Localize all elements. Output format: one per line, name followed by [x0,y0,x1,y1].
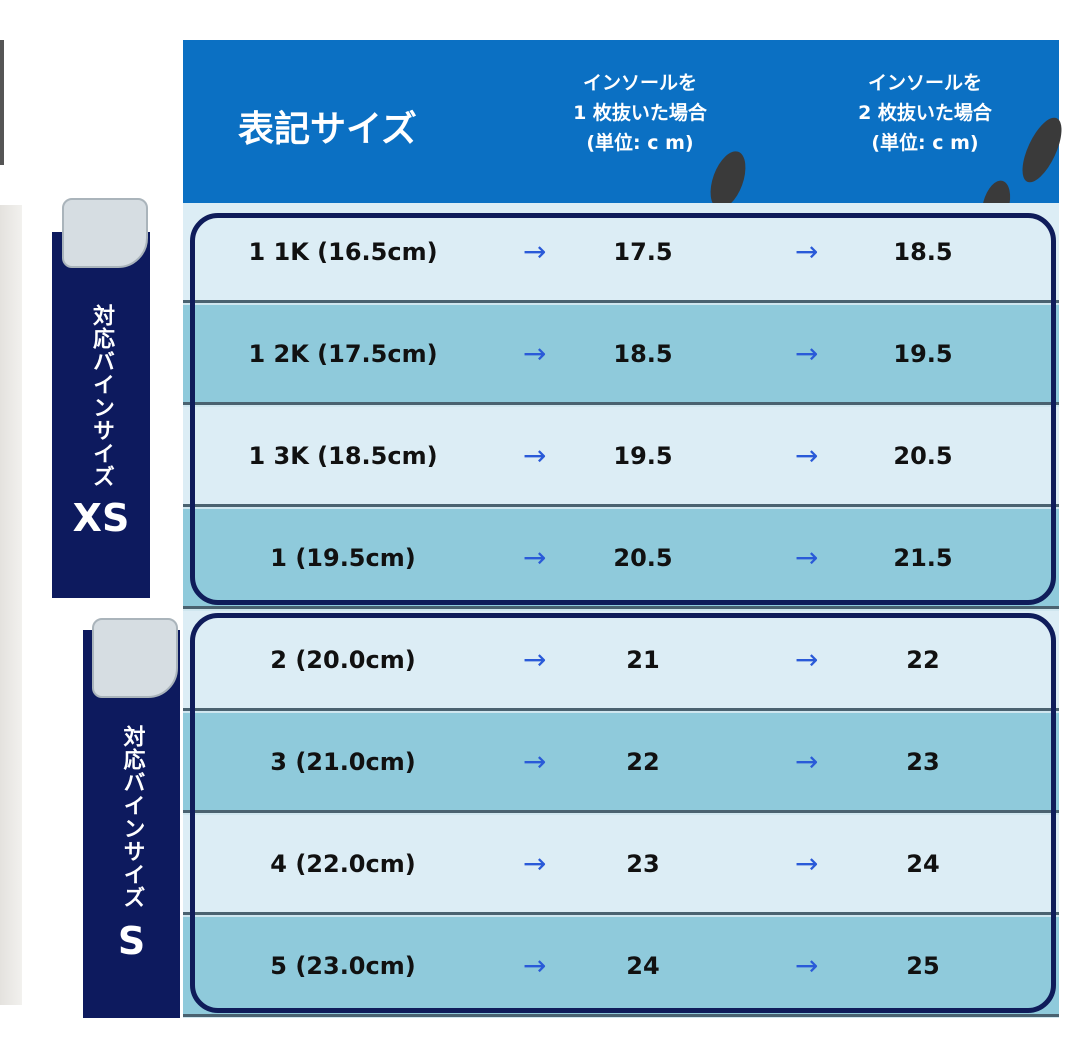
header-line: インソールを [582,72,697,94]
table-row: 2 (20.0cm) → 21 → 22 [183,611,1059,711]
header-line: (単位: c m) [586,132,694,154]
size-two-insoles-removed: 21.5 [893,543,953,572]
header-title: 表記サイズ [238,109,417,150]
size-one-insole-removed: 21 [626,645,660,674]
table-row: 1 3K (18.5cm) → 19.5 → 20.5 [183,407,1059,507]
group-size: S [117,919,146,963]
arrow-icon: → [523,337,547,370]
size-one-insole-removed: 17.5 [613,237,673,266]
table-row: 1 1K (16.5cm) → 17.5 → 18.5 [183,203,1059,303]
group-label: 対応バインサイズ [89,304,114,488]
labeled-size: 3 (21.0cm) [270,747,416,776]
size-one-insole-removed: 22 [626,747,660,776]
size-one-insole-removed: 20.5 [613,543,673,572]
binding-icon [92,618,178,698]
size-one-insole-removed: 23 [626,849,660,878]
binding-icon [62,198,148,268]
table-row: 1 (19.5cm) → 20.5 → 21.5 [183,509,1059,609]
header-col-1: インソールを 1 枚抜いた場合 (単位: c m) [520,68,760,158]
size-two-insoles-removed: 22 [906,645,940,674]
arrow-icon: → [523,235,547,268]
arrow-icon: → [523,541,547,574]
labeled-size: 1 3K (18.5cm) [248,441,438,470]
table-row: 5 (23.0cm) → 24 → 25 [183,917,1059,1017]
group-label: 対応バインサイズ [119,725,145,909]
header-line: (単位: c m) [871,132,979,154]
arrow-icon: → [795,235,819,268]
header-line: 2 枚抜いた場合 [858,102,992,124]
xs-group-outline [190,213,1056,605]
labeled-size: 2 (20.0cm) [270,645,416,674]
arrow-icon: → [523,745,547,778]
arrow-icon: → [523,949,547,982]
xs-size-label: 対応バインサイズ XS [52,232,150,598]
size-one-insole-removed: 19.5 [613,441,673,470]
table-header: 表記サイズ インソールを 1 枚抜いた場合 (単位: c m) インソールを 2… [183,40,1070,233]
arrow-icon: → [795,745,819,778]
table-row: 3 (21.0cm) → 22 → 23 [183,713,1059,813]
labeled-size: 1 2K (17.5cm) [248,339,438,368]
arrow-icon: → [795,541,819,574]
s-group-outline [190,613,1056,1013]
header-line: 1 枚抜いた場合 [573,102,707,124]
size-two-insoles-removed: 20.5 [893,441,953,470]
arrow-icon: → [523,847,547,880]
size-one-insole-removed: 18.5 [613,339,673,368]
labeled-size: 1 1K (16.5cm) [248,237,438,266]
size-two-insoles-removed: 19.5 [893,339,953,368]
background-edge [0,205,22,1005]
group-size: XS [72,496,130,540]
arrow-icon: → [795,847,819,880]
arrow-icon: → [523,439,547,472]
size-two-insoles-removed: 18.5 [893,237,953,266]
arrow-icon: → [795,949,819,982]
table-row: 1 2K (17.5cm) → 18.5 → 19.5 [183,305,1059,405]
arrow-icon: → [795,439,819,472]
background-edge [0,40,4,165]
arrow-icon: → [795,337,819,370]
labeled-size: 1 (19.5cm) [270,543,416,572]
header-line: インソールを [867,72,982,94]
table-row: 4 (22.0cm) → 23 → 24 [183,815,1059,915]
size-two-insoles-removed: 24 [906,849,940,878]
arrow-icon: → [795,643,819,676]
size-one-insole-removed: 24 [626,951,660,980]
size-two-insoles-removed: 23 [906,747,940,776]
arrow-icon: → [523,643,547,676]
header-col-2: インソールを 2 枚抜いた場合 (単位: c m) [805,68,1045,158]
labeled-size: 5 (23.0cm) [270,951,416,980]
labeled-size: 4 (22.0cm) [270,849,416,878]
size-two-insoles-removed: 25 [906,951,940,980]
